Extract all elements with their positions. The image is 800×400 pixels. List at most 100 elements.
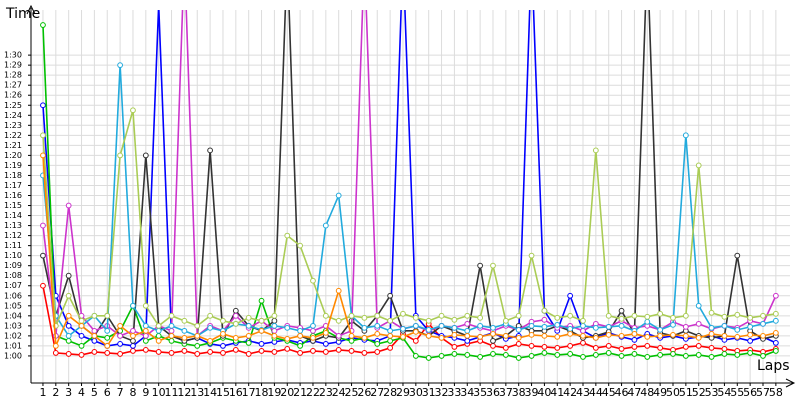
data-point <box>65 322 72 329</box>
x-tick-label: 48 <box>640 386 654 399</box>
data-point <box>425 317 432 324</box>
data-point <box>567 292 574 299</box>
y-axis-title: Time <box>5 6 40 22</box>
data-point <box>361 350 368 356</box>
x-tick-label: 12 <box>177 386 191 399</box>
data-point <box>40 22 46 28</box>
data-point <box>554 345 561 351</box>
data-point <box>644 354 651 360</box>
y-tick-label: 1:04 <box>4 311 22 320</box>
data-point <box>245 314 252 321</box>
data-point <box>65 272 72 279</box>
data-point <box>412 328 419 335</box>
data-point <box>130 302 136 309</box>
x-tick-label: 56 <box>743 386 757 399</box>
data-point <box>155 349 162 355</box>
data-point <box>502 317 509 324</box>
x-tick-label: 47 <box>627 386 641 399</box>
data-point <box>657 310 664 317</box>
data-point <box>438 312 445 319</box>
x-tick-label: 29 <box>396 386 410 399</box>
data-point <box>618 332 625 339</box>
data-point <box>104 350 111 356</box>
data-point <box>374 340 381 347</box>
x-tick-label: 22 <box>306 386 320 399</box>
data-point <box>554 314 561 321</box>
data-point <box>657 345 664 351</box>
data-point <box>168 350 175 356</box>
x-tick-label: 32 <box>435 386 449 399</box>
data-point <box>644 343 651 349</box>
data-point <box>258 327 265 334</box>
x-tick-label: 9 <box>142 386 149 399</box>
data-point <box>695 352 702 358</box>
x-tick-label: 51 <box>679 386 693 399</box>
data-point <box>168 312 175 319</box>
data-point <box>580 322 586 329</box>
data-point <box>695 343 702 349</box>
data-point <box>194 332 201 339</box>
data-point <box>747 337 754 344</box>
x-tick-label: 19 <box>267 386 281 399</box>
x-tick-label: 55 <box>730 386 744 399</box>
data-point <box>644 333 651 340</box>
data-point <box>168 327 175 334</box>
data-point <box>580 339 586 346</box>
y-tick-label: 1:30 <box>4 51 22 60</box>
x-tick-label: 6 <box>104 386 111 399</box>
x-tick-label: 15 <box>216 386 230 399</box>
data-point <box>451 331 458 338</box>
data-point <box>155 332 162 339</box>
data-point <box>490 343 496 349</box>
data-point <box>657 352 664 358</box>
y-tick-label: 1:14 <box>4 211 22 220</box>
data-point <box>220 343 226 349</box>
data-point <box>721 322 728 329</box>
data-point <box>592 334 599 341</box>
data-point <box>772 339 779 346</box>
data-point <box>155 337 162 344</box>
data-point <box>361 334 368 341</box>
x-tick-label: 4 <box>78 386 85 399</box>
data-point <box>515 326 522 333</box>
data-point <box>142 152 149 159</box>
data-point <box>528 252 535 259</box>
data-point <box>772 310 779 317</box>
data-point <box>580 332 586 339</box>
data-point <box>117 152 124 159</box>
data-point <box>271 322 278 329</box>
data-point <box>657 326 664 333</box>
data-point <box>130 348 136 354</box>
data-point <box>194 351 201 357</box>
data-point <box>271 312 278 319</box>
data-point <box>464 327 471 334</box>
data-point <box>747 331 754 338</box>
data-point <box>40 282 46 289</box>
y-tick-label: 1:29 <box>4 61 22 70</box>
data-point <box>734 252 741 259</box>
data-point <box>168 332 175 339</box>
data-point <box>40 152 46 159</box>
data-point <box>490 262 496 269</box>
x-tick-label: 40 <box>537 386 551 399</box>
data-point <box>78 332 85 339</box>
data-point <box>91 332 98 339</box>
data-point <box>297 350 304 356</box>
data-point <box>142 327 149 334</box>
data-point <box>155 327 162 334</box>
data-point <box>117 351 124 357</box>
y-tick-label: 1:15 <box>4 201 22 210</box>
data-point <box>412 353 419 359</box>
y-tick-label: 1:11 <box>4 241 22 250</box>
data-point <box>245 351 252 357</box>
data-point <box>760 320 766 327</box>
data-point <box>297 343 304 349</box>
x-tick-label: 42 <box>563 386 577 399</box>
data-point <box>374 312 381 319</box>
data-point <box>412 322 419 329</box>
data-point <box>258 348 265 354</box>
data-point <box>335 347 342 353</box>
data-point <box>631 351 638 357</box>
data-point <box>65 337 72 344</box>
